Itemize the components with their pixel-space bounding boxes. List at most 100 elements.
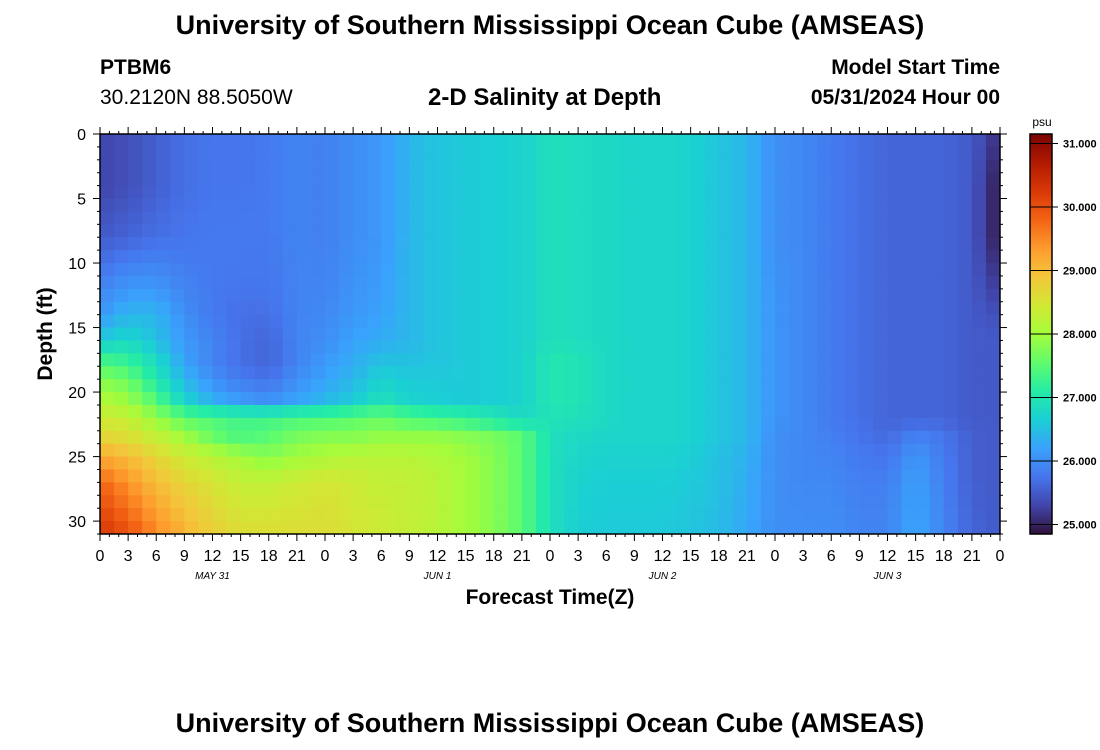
heatmap-cell: [831, 301, 846, 316]
heatmap-cell: [817, 379, 832, 393]
heatmap-cell: [803, 159, 818, 174]
heatmap-cell: [268, 482, 284, 496]
heatmap-cell: [620, 482, 635, 496]
heatmap-cell: [704, 237, 720, 251]
heatmap-cell: [704, 224, 720, 238]
heatmap-cell: [423, 521, 439, 534]
heatmap-cell: [746, 379, 762, 393]
heatmap-cell: [887, 430, 903, 445]
heatmap-cell: [845, 521, 860, 534]
heatmap-cell: [620, 237, 635, 251]
heatmap-cell: [901, 430, 917, 445]
heatmap-cell: [353, 508, 368, 522]
heatmap-cell: [775, 301, 790, 316]
heatmap-cell: [296, 456, 312, 471]
heatmap-cell: [170, 198, 185, 213]
heatmap-cell: [226, 263, 242, 277]
heatmap-cell: [592, 288, 607, 303]
heatmap-cell: [648, 469, 664, 483]
heatmap-cell: [479, 288, 495, 303]
heatmap-cell: [465, 237, 481, 251]
heatmap-cell: [142, 134, 157, 148]
heatmap-cell: [156, 172, 171, 187]
heatmap-cell: [775, 404, 790, 419]
heatmap-cell: [957, 301, 973, 316]
heatmap-cell: [915, 366, 931, 380]
heatmap-cell: [353, 314, 368, 329]
heatmap-cell: [760, 404, 776, 419]
heatmap-cell: [507, 185, 523, 200]
heatmap-cell: [704, 134, 720, 148]
heatmap-cell: [339, 146, 354, 161]
x-tick-label: 6: [602, 548, 611, 565]
heatmap-cell: [775, 353, 790, 367]
heatmap-cell: [704, 456, 720, 471]
heatmap-cell: [957, 340, 973, 354]
heatmap-cell: [100, 314, 115, 329]
heatmap-cell: [535, 366, 551, 380]
heatmap-cell: [929, 211, 945, 225]
heatmap-cell: [282, 288, 298, 303]
heatmap-cell: [310, 314, 326, 329]
heatmap-cell: [114, 456, 129, 471]
heatmap-cell: [592, 469, 607, 483]
heatmap-cell: [521, 508, 537, 522]
heatmap-cell: [100, 379, 115, 393]
heatmap-cell: [803, 430, 818, 445]
heatmap-cell: [184, 508, 200, 522]
heatmap-cell: [775, 366, 790, 380]
heatmap-cell: [915, 340, 931, 354]
heatmap-cell: [648, 417, 664, 432]
heatmap-cell: [409, 237, 425, 251]
heatmap-cell: [732, 198, 748, 213]
heatmap-cell: [985, 263, 1000, 277]
heatmap-cell: [212, 379, 228, 393]
heatmap-cell: [240, 430, 256, 445]
heatmap-cell: [100, 275, 115, 290]
heatmap-cell: [296, 159, 312, 174]
heatmap-cell: [156, 495, 171, 509]
heatmap-cell: [662, 443, 678, 458]
heatmap-cell: [395, 521, 410, 534]
heatmap-cell: [226, 366, 242, 380]
heatmap-cell: [760, 430, 776, 445]
heatmap-cell: [451, 379, 467, 393]
colorbar-tick-label: 25.000: [1063, 519, 1097, 531]
x-tick-label: 3: [349, 548, 358, 565]
heatmap-cell: [296, 250, 312, 264]
x-tick-label: 9: [630, 548, 639, 565]
heatmap-cell: [592, 379, 607, 393]
heatmap-cell: [507, 353, 523, 367]
heatmap-cell: [465, 211, 481, 225]
heatmap-cell: [226, 404, 242, 419]
heatmap-cell: [367, 198, 382, 213]
heatmap-cell: [873, 275, 889, 290]
heatmap-cell: [662, 392, 678, 406]
heatmap-cell: [732, 237, 748, 251]
heatmap-cell: [367, 404, 382, 419]
heatmap-cell: [465, 379, 481, 393]
heatmap-cell: [240, 159, 256, 174]
heatmap-cell: [550, 392, 565, 406]
heatmap-cell: [325, 172, 340, 187]
heatmap-cell: [971, 301, 987, 316]
y-tick-label: 10: [68, 256, 86, 273]
x-tick-label: 18: [710, 548, 728, 565]
heatmap-cell: [198, 314, 214, 329]
heatmap-cell: [831, 340, 846, 354]
heatmap-cell: [423, 404, 439, 419]
heatmap-cell: [254, 301, 270, 316]
heatmap-cell: [325, 521, 340, 534]
heatmap-cell: [325, 392, 340, 406]
heatmap-cell: [718, 508, 734, 522]
heatmap-cell: [817, 198, 832, 213]
heatmap-cell: [620, 224, 635, 238]
heatmap-cell: [114, 417, 129, 432]
heatmap-cell: [212, 340, 228, 354]
heatmap-cell: [915, 430, 931, 445]
heatmap-cell: [760, 417, 776, 432]
heatmap-cell: [704, 392, 720, 406]
heatmap-cell: [732, 482, 748, 496]
heatmap-cell: [184, 340, 200, 354]
heatmap-cell: [325, 198, 340, 213]
